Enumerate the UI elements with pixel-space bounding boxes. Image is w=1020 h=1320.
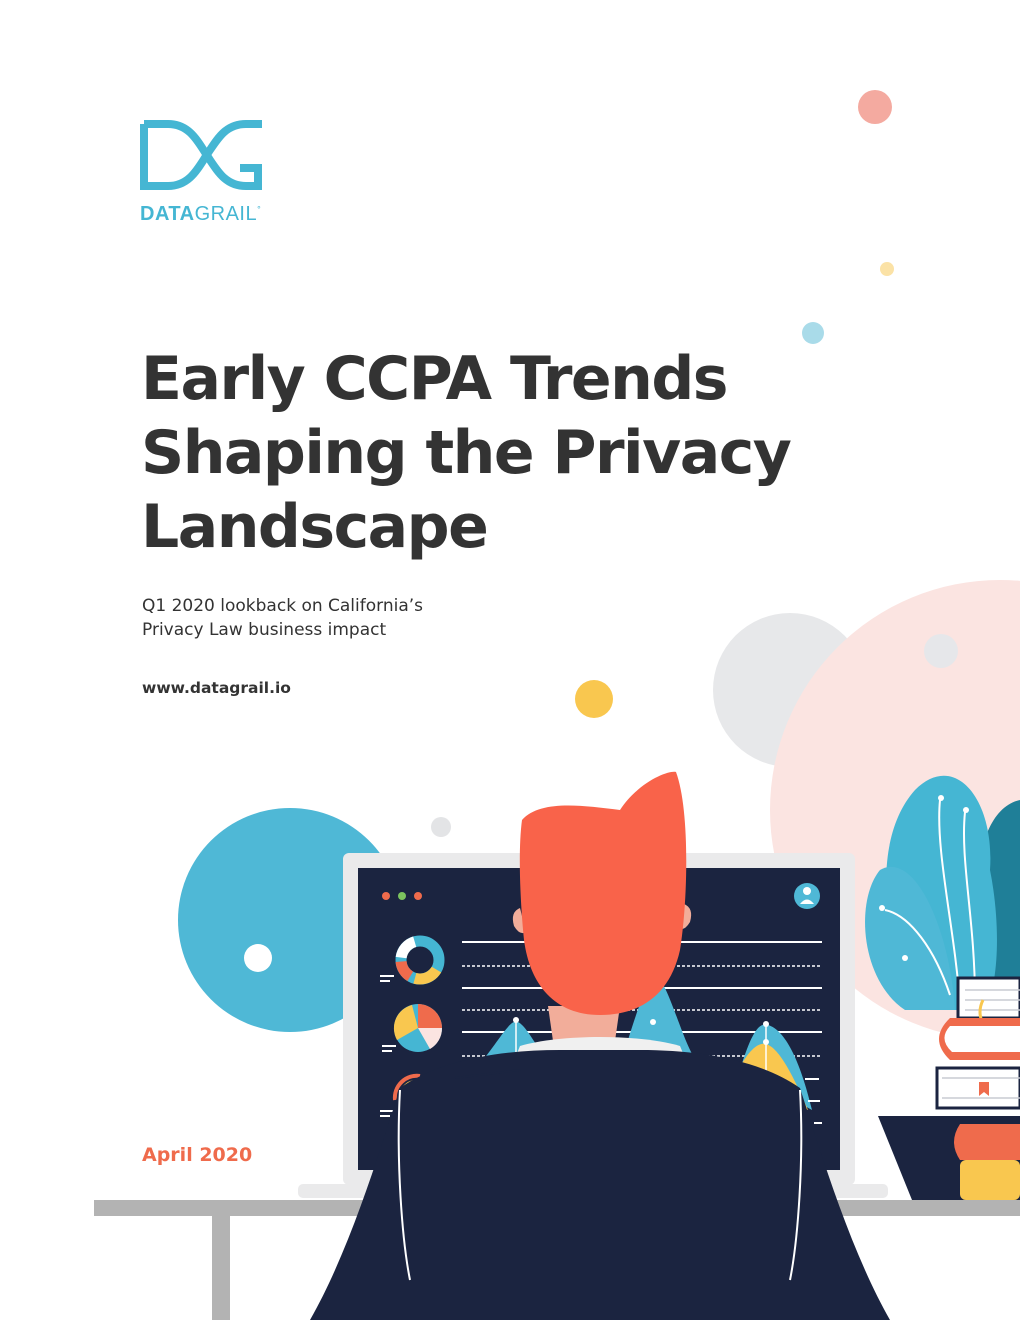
decor-dot bbox=[244, 944, 272, 972]
title-line: Shaping the Privacy bbox=[141, 418, 792, 488]
decor-dot bbox=[802, 322, 824, 344]
website-link[interactable]: www.datagrail.io bbox=[142, 679, 291, 697]
page-title: Early CCPA Trends Shaping the Privacy La… bbox=[141, 342, 901, 564]
brand-name-bold: DATA bbox=[140, 203, 195, 225]
datagrail-dg-logo-icon bbox=[140, 120, 262, 190]
decor-dot bbox=[575, 680, 613, 718]
decor-dot bbox=[880, 262, 894, 276]
brand-mark: ° bbox=[257, 204, 262, 215]
title-line: Landscape bbox=[141, 492, 489, 562]
subtitle: Q1 2020 lookback on California’s Privacy… bbox=[142, 594, 423, 642]
decor-dot bbox=[858, 90, 892, 124]
plant-illustration bbox=[865, 775, 1020, 1010]
brand-name-light: GRAIL bbox=[194, 203, 258, 225]
person-illustration bbox=[310, 771, 890, 1320]
brand-wordmark: DATAGRAIL° bbox=[140, 203, 261, 226]
decor-dot bbox=[431, 817, 451, 837]
publication-date: April 2020 bbox=[142, 1144, 253, 1166]
decor-dot bbox=[924, 634, 958, 668]
title-line: Early CCPA Trends bbox=[141, 344, 728, 414]
books-illustration bbox=[878, 976, 1020, 1200]
subtitle-line: Privacy Law business impact bbox=[142, 620, 387, 640]
subtitle-line: Q1 2020 lookback on California’s bbox=[142, 596, 424, 616]
